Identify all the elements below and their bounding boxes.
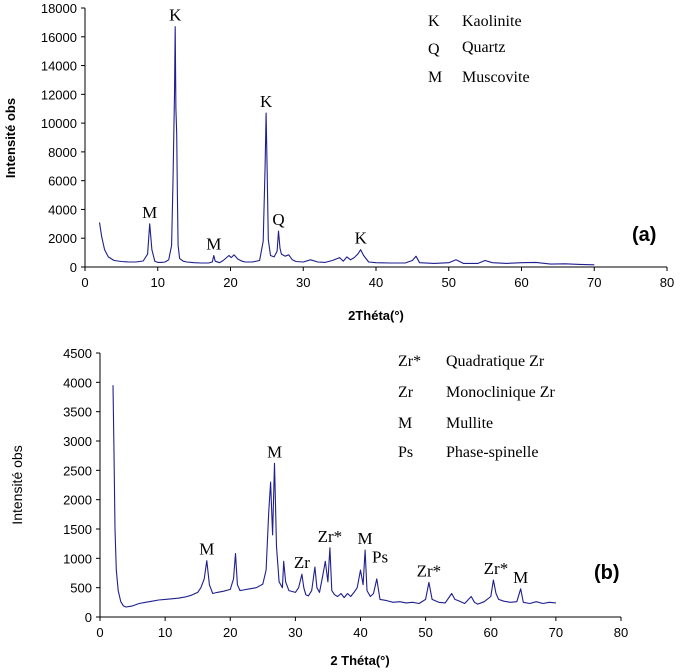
panel-b-x-tick-label: 40 <box>353 625 367 640</box>
panel-a-peak-annotation: M <box>206 234 221 253</box>
panel-a-y-tick-label: 18000 <box>41 1 77 16</box>
panel-b-y-tick-label: 4500 <box>63 346 92 361</box>
panel-a-x-tick-label: 80 <box>660 275 674 290</box>
panel-a-x-tick-label: 40 <box>369 275 383 290</box>
panel-b-y-tick-label: 1500 <box>63 522 92 537</box>
panel-b-x-tick-label: 60 <box>484 625 498 640</box>
panel-b-y-tick-label: 2500 <box>63 463 92 478</box>
panel-b-x-tick-label: 80 <box>614 625 628 640</box>
panel-b-x-tick-label: 20 <box>223 625 237 640</box>
panel-a-peak-annotation: Q <box>272 210 284 229</box>
legend-b-symbol-monoclinique: Zr <box>398 384 414 401</box>
panel-a-y-tick-label: 4000 <box>48 202 77 217</box>
legend-b-label-mullite: Mullite <box>446 415 493 432</box>
panel-a-y-tick-label: 10000 <box>41 116 77 131</box>
panel-a-y-tick-label: 14000 <box>41 59 77 74</box>
panel-b-y-tick-label: 500 <box>70 581 92 596</box>
legend-a-symbol-quartz: Q <box>428 41 440 58</box>
legend-b-symbol-quadratique: Zr* <box>398 353 421 370</box>
legend-a-label-muscovite: Muscovite <box>462 69 530 86</box>
panel-b-x-tick-label: 10 <box>158 625 172 640</box>
panel-a-x-tick-label: 70 <box>587 275 601 290</box>
legend-a-label-kaolinite: Kaolinite <box>462 13 522 30</box>
legend-a-symbol-kaolinite: K <box>428 13 440 30</box>
panel-a-y-tick-label: 8000 <box>48 145 77 160</box>
panel-b-x-tick-label: 0 <box>96 625 103 640</box>
panel-a-chart: 0 10 20 30 40 50 60 70 80 0 2000 4000 6000 8000 10000 1… <box>3 1 674 323</box>
panel-b-peak-annotation: Zr <box>294 553 310 572</box>
panel-b-peak-annotation: M <box>357 529 372 548</box>
panel-a-y-tick-label: 12000 <box>41 87 77 102</box>
panel-b-peak-annotation: Zr* <box>318 527 343 546</box>
legend-b-label-quadratique: Quadratique Zr <box>446 353 545 370</box>
panel-a-peak-annotation: K <box>260 92 273 111</box>
panel-a-x-tick-label: 50 <box>442 275 456 290</box>
panel-a-xrd-pattern-line <box>98 26 595 266</box>
panel-b-label: (b) <box>594 562 620 584</box>
panel-b-y-tick-label: 0 <box>85 610 92 625</box>
panel-b-peak-annotation: M <box>199 540 214 559</box>
panel-a-x-tick-label: 10 <box>151 275 165 290</box>
panel-a-x-tick-label: 30 <box>296 275 310 290</box>
panel-a-peak-annotation: K <box>169 6 182 25</box>
panel-a-x-tick-label: 60 <box>514 275 528 290</box>
legend-a-symbol-muscovite: M <box>428 69 442 86</box>
panel-b-x-tick-label: 70 <box>549 625 563 640</box>
legend-b-symbol-spinelle: Ps <box>398 444 413 461</box>
panel-a-x-axis-label: 2Théta(°) <box>348 308 404 323</box>
panel-a-peak-annotation: M <box>142 203 157 222</box>
panel-b-x-axis-label: 2 Théta(°) <box>330 653 389 668</box>
panel-b-legend: Zr* Quadratique Zr Zr Monoclinique Zr M … <box>398 353 556 461</box>
legend-b-label-spinelle: Phase-spinelle <box>446 444 538 461</box>
panel-a-legend: K Kaolinite Q Quartz M Muscovite <box>428 13 530 86</box>
panel-a-y-tick-label: 6000 <box>48 174 77 189</box>
panel-b-peak-annotation: Zr* <box>484 559 509 578</box>
panel-b-chart: 0 10 20 30 40 50 60 70 80 0 500 1000 1500 2000 2500 300… <box>9 346 628 668</box>
panel-a-x-tick-label: 0 <box>81 275 88 290</box>
panel-a-y-tick-label: 2000 <box>48 231 77 246</box>
legend-a-label-quartz: Quartz <box>462 39 506 56</box>
panel-b-peak-annotation: Ps <box>372 547 388 566</box>
panel-b-y-tick-label: 3500 <box>63 405 92 420</box>
panel-a-label: (a) <box>632 224 656 246</box>
legend-b-symbol-mullite: M <box>398 415 412 432</box>
panel-a-y-tick-label: 0 <box>70 260 77 275</box>
panel-a-peak-annotation: K <box>355 229 368 248</box>
legend-b-label-monoclinique: Monoclinique Zr <box>446 384 556 401</box>
panel-b-peak-annotation: M <box>513 568 528 587</box>
panel-b-y-tick-label: 4000 <box>63 375 92 390</box>
panel-b-x-tick-label: 30 <box>288 625 302 640</box>
panel-b-xrd-pattern-line <box>112 385 556 608</box>
panel-a-x-tick-label: 20 <box>223 275 237 290</box>
panel-b-peak-annotation: M <box>267 442 282 461</box>
panel-b-y-tick-label: 2000 <box>63 493 92 508</box>
panel-a-y-tick-label: 16000 <box>41 30 77 45</box>
panel-b-peak-annotation: Zr* <box>417 561 442 580</box>
panel-b-x-tick-label: 50 <box>418 625 432 640</box>
panel-a-y-axis-label: Intensité obs <box>3 98 18 178</box>
panel-b-y-axis-label: Intensité obs <box>9 445 25 524</box>
panel-b-y-tick-label: 1000 <box>63 551 92 566</box>
panel-b-y-tick-label: 3000 <box>63 434 92 449</box>
